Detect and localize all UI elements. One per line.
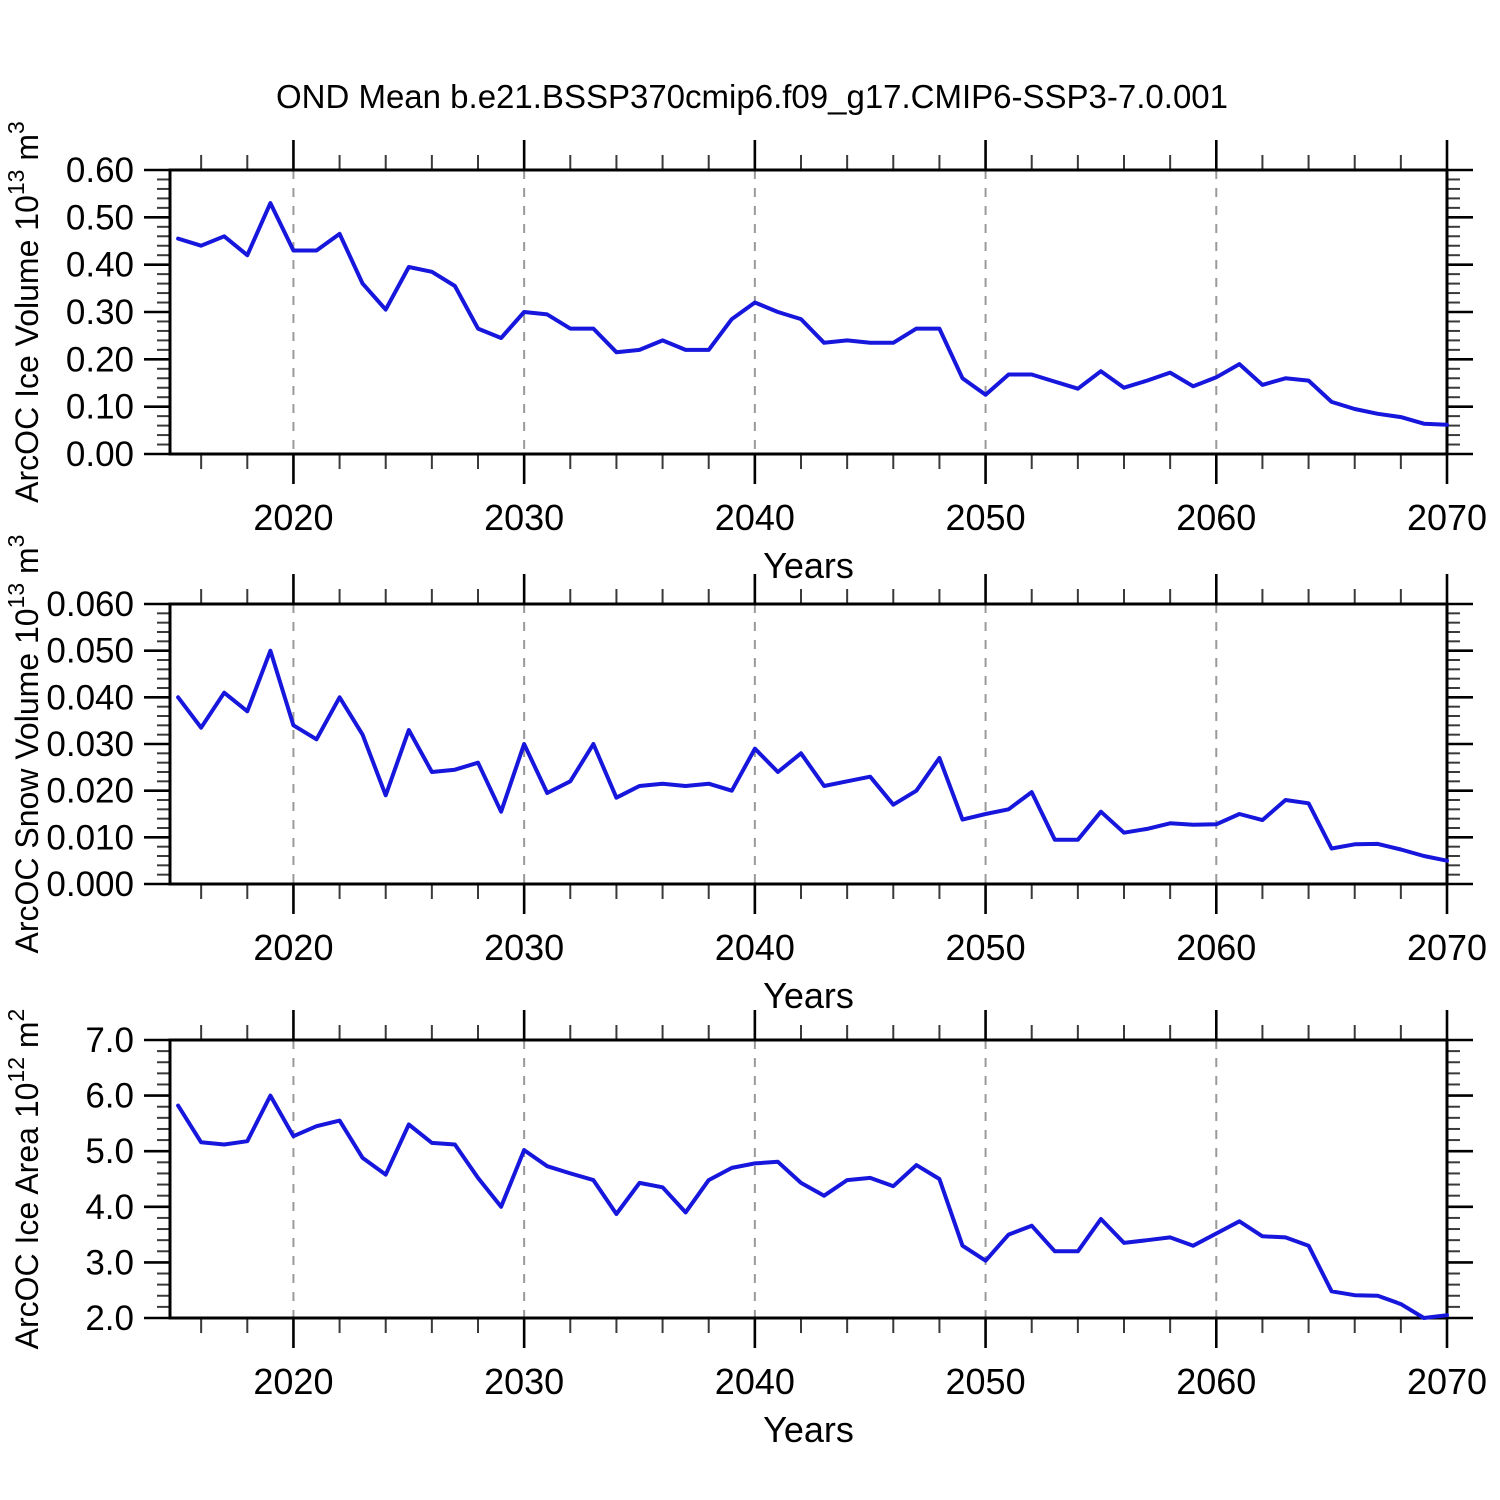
- figure-title: OND Mean b.e21.BSSP370cmip6.f09_g17.CMIP…: [276, 78, 1228, 115]
- y-tick-label: 0.060: [46, 585, 134, 624]
- y-axis-title-sup: 3: [3, 535, 29, 548]
- ice-volume-line: [176, 201, 1449, 427]
- y-tick-label: 0.10: [66, 388, 134, 427]
- x-tick-label: 2060: [1176, 927, 1256, 968]
- y-axis-title: ArcOC Ice Volume 1013 m3: [3, 121, 45, 503]
- plot-frame: [168, 168, 1449, 456]
- x-axis-title: Years: [763, 1409, 854, 1450]
- y-axis-title-part: ArcOC Ice Volume 10: [9, 195, 45, 503]
- x-tick-label: 2030: [484, 497, 564, 538]
- y-axis-title-sup: 13: [3, 170, 29, 196]
- panel-snow-volume: 0.000 0.010 0.020 0.030 0.040 0.050 0.060 2020 2…: [3, 535, 1487, 1016]
- panels-group: 0.00 0.10 0.20 0.30 0.40 0.50 0.60 2020 2030 2040…: [3, 121, 1487, 1450]
- y-tick-label: 4.0: [85, 1188, 134, 1227]
- y-axis-title-part: m: [9, 547, 45, 583]
- y-tick-label: 0.020: [46, 772, 134, 811]
- y-axis-title-part: m: [9, 134, 45, 170]
- y-tick-label: 0.40: [66, 246, 134, 285]
- x-tick-label: 2020: [253, 927, 333, 968]
- snow-volume-line: [176, 648, 1449, 863]
- x-axis-title: Years: [763, 975, 854, 1016]
- x-tick-label: 2050: [946, 1361, 1026, 1402]
- x-tick-label: 2040: [715, 927, 795, 968]
- ice-area-line: [176, 1093, 1449, 1320]
- y-axis-title-sup: 2: [3, 1009, 29, 1022]
- y-axis-title-part: ArcOC Snow Volume 10: [9, 608, 45, 953]
- y-tick-label: 5.0: [85, 1132, 134, 1171]
- x-tick-label: 2060: [1176, 497, 1256, 538]
- x-axis-title: Years: [763, 545, 854, 586]
- y-axis-title-part: m: [9, 1021, 45, 1057]
- y-tick-label: 0.050: [46, 632, 134, 671]
- x-tick-label: 2020: [253, 1361, 333, 1402]
- y-axis-title-part: ArcOC Ice Area 10: [9, 1083, 45, 1350]
- y-tick-label: 0.040: [46, 678, 134, 717]
- x-tick-label: 2030: [484, 927, 564, 968]
- y-tick-label: 0.60: [66, 151, 134, 190]
- x-tick-label: 2070: [1407, 497, 1487, 538]
- x-tick-label: 2050: [946, 927, 1026, 968]
- y-axis-title-sup: 3: [3, 121, 29, 134]
- y-axis-title: ArcOC Snow Volume 1013 m3: [3, 535, 45, 954]
- x-tick-label: 2060: [1176, 1361, 1256, 1402]
- y-tick-label: 0.00: [66, 435, 134, 474]
- y-tick-label: 0.30: [66, 293, 134, 332]
- x-tick-label: 2020: [253, 497, 333, 538]
- y-tick-label: 0.000: [46, 865, 134, 904]
- x-tick-label: 2040: [715, 497, 795, 538]
- panel-ice-area: 2.0 3.0 4.0 5.0 6.0 7.0 2020 2030 2040 2050 2060 20…: [3, 1009, 1487, 1450]
- y-tick-label: 7.0: [85, 1021, 134, 1060]
- x-tick-label: 2030: [484, 1361, 564, 1402]
- x-tick-label: 2070: [1407, 1361, 1487, 1402]
- y-tick-label: 0.20: [66, 340, 134, 379]
- y-axis-title-sup: 13: [3, 583, 29, 609]
- panel-ice-volume: 0.00 0.10 0.20 0.30 0.40 0.50 0.60 2020 2030 2040…: [3, 121, 1487, 586]
- y-tick-label: 6.0: [85, 1077, 134, 1116]
- y-tick-label: 3.0: [85, 1243, 134, 1282]
- plot-frame: [168, 1038, 1449, 1320]
- y-tick-label: 0.030: [46, 725, 134, 764]
- y-axis-title: ArcOC Ice Area 1012 m2: [3, 1009, 45, 1350]
- plot-frame: [168, 602, 1449, 886]
- y-axis-title-sup: 12: [3, 1057, 29, 1083]
- y-tick-label: 2.0: [85, 1299, 134, 1338]
- x-tick-label: 2040: [715, 1361, 795, 1402]
- x-tick-label: 2050: [946, 497, 1026, 538]
- y-tick-label: 0.50: [66, 198, 134, 237]
- x-tick-label: 2070: [1407, 927, 1487, 968]
- y-tick-label: 0.010: [46, 818, 134, 857]
